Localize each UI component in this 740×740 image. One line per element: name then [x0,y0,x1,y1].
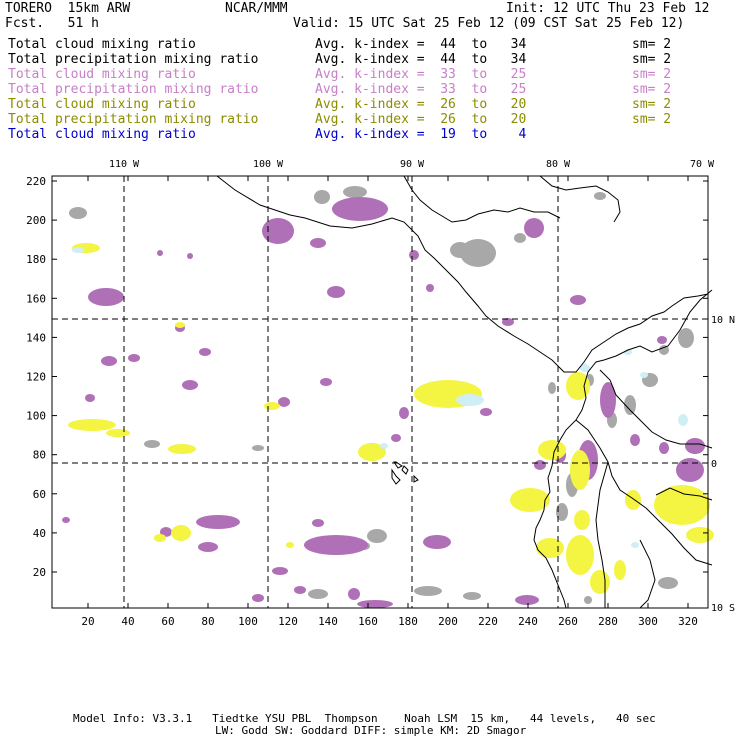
model-title: TORERO 15km ARW [5,1,131,16]
x-tick-label: 260 [558,615,578,628]
legend-field-name: Total precipitation mixing ratio [8,52,259,67]
legend-k-index: Avg. k-index = 33 to 25 [315,67,527,82]
y-tick-label: 180 [26,253,46,266]
cloud-field-lightblue [72,247,688,548]
y-tick-label: 20 [33,566,46,579]
y-tick-label: 140 [26,331,46,344]
x-tick-label: 60 [161,615,174,628]
longitude-label: 100 W [253,159,284,170]
legend-field-name: Total cloud mixing ratio [8,97,196,112]
x-tick-label: 300 [638,615,658,628]
y-tick-label: 200 [26,214,46,227]
legend-k-index: Avg. k-index = 44 to 34 [315,52,527,67]
legend-smoothing: sm= 2 [632,37,672,52]
x-tick-label: 140 [318,615,338,628]
legend-k-index: Avg. k-index = 26 to 20 [315,97,527,112]
x-tick-label: 40 [121,615,134,628]
legend-field-name: Total cloud mixing ratio [8,67,196,82]
y-tick-label: 120 [26,371,46,384]
legend-k-index: Avg. k-index = 19 to 4 [315,127,527,142]
legend-smoothing: sm= 2 [632,82,672,97]
latitude-label: 0 [711,459,717,470]
cloud-field-yellow [68,243,714,594]
latitude-label: 10 S [711,603,735,614]
legend-field-name: Total precipitation mixing ratio [8,112,259,127]
y-tick-label: 40 [33,527,46,540]
organization-label: NCAR/MMM [225,1,288,16]
legend-smoothing: sm= 2 [632,67,672,82]
valid-time: Valid: 15 UTC Sat 25 Feb 12 (09 CST Sat … [293,16,685,31]
x-tick-label: 120 [278,615,298,628]
physics-info: LW: Godd SW: Goddard DIFF: simple KM: 2D… [215,724,527,737]
longitude-label: 90 W [400,159,425,170]
forecast-hour: Fcst. 51 h [5,16,99,31]
x-tick-label: 200 [438,615,458,628]
y-tick-label: 60 [33,488,46,501]
latitude-label: 10 N [711,315,735,326]
x-tick-label: 180 [398,615,418,628]
longitude-label: 70 W [690,159,715,170]
legend-field-name: Total precipitation mixing ratio [8,82,259,97]
x-tick-label: 240 [518,615,538,628]
x-tick-label: 220 [478,615,498,628]
y-tick-label: 100 [26,410,46,423]
init-time: Init: 12 UTC Thu 23 Feb 12 [506,1,710,16]
legend-smoothing: sm= 2 [632,97,672,112]
legend-k-index: Avg. k-index = 33 to 25 [315,82,527,97]
x-tick-label: 160 [358,615,378,628]
map-grid [51,175,709,609]
model-info: Model Info: V3.3.1 Tiedtke YSU PBL Thomp… [73,712,656,725]
legend-smoothing: sm= 2 [632,52,672,67]
x-tick-label: 320 [678,615,698,628]
longitude-label: 80 W [546,159,571,170]
cloud-fields [62,186,714,608]
y-tick-label: 160 [26,292,46,305]
legend-field-name: Total cloud mixing ratio [8,37,196,52]
x-tick-label: 20 [81,615,94,628]
map-frame [51,175,709,609]
x-axis-ticks: 20 40 60 80 100 120 140 160 180 200 220 240 260 280 30… [81,176,698,628]
cloud-field-purple [62,197,705,608]
coastlines [216,175,713,609]
y-axis-ticks: 220 200 180 160 140 120 100 80 60 40 20 [26,175,708,579]
y-tick-label: 220 [26,175,46,188]
legend-k-index: Avg. k-index = 44 to 34 [315,37,527,52]
legend-field-name: Total cloud mixing ratio [8,127,196,142]
legend-smoothing: sm= 2 [632,112,672,127]
x-tick-label: 100 [238,615,258,628]
x-tick-label: 80 [201,615,214,628]
x-tick-label: 280 [598,615,618,628]
longitude-label: 110 W [109,159,140,170]
legend-k-index: Avg. k-index = 26 to 20 [315,112,527,127]
y-tick-label: 80 [33,449,46,462]
